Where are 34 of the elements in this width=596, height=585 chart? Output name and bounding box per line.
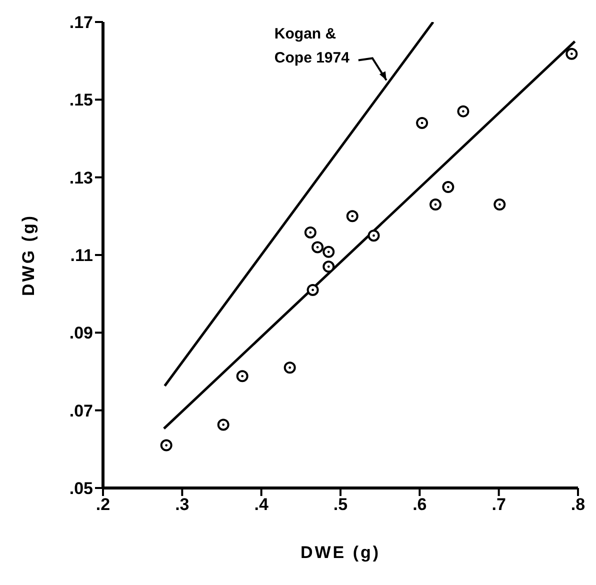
point	[416, 116, 428, 129]
point	[312, 241, 324, 254]
point	[306, 284, 319, 296]
x-tick-label: .2	[96, 495, 110, 514]
annotation: Kogan & Cope 1974	[274, 25, 350, 66]
x-axis-title: DWE (g)	[300, 543, 381, 562]
x-tick-label: .3	[175, 495, 190, 514]
y-tick-label: .05	[69, 479, 93, 498]
x-tick-label: .5	[333, 495, 348, 514]
x-tick-label: .6	[412, 495, 427, 514]
point	[236, 370, 248, 382]
point	[346, 210, 358, 222]
point	[442, 181, 454, 194]
y-tick-label: .15	[69, 90, 93, 110]
x-tick-label: .8	[570, 495, 586, 514]
point	[284, 362, 296, 374]
x-tick-label: .4	[254, 495, 269, 514]
point	[430, 198, 442, 211]
point	[160, 439, 172, 452]
y-tick-label: .09	[69, 324, 93, 343]
point	[457, 105, 470, 118]
x-tick-label: .7	[492, 495, 506, 514]
y-tick-label: .11	[70, 246, 93, 266]
point	[566, 48, 578, 60]
point	[322, 260, 335, 273]
point	[322, 246, 335, 258]
y-axis-title: DWG (g)	[19, 214, 38, 296]
y-tick-label: .17	[69, 13, 93, 32]
point	[368, 230, 380, 242]
y-tick-label: .13	[69, 168, 93, 188]
point	[217, 418, 230, 431]
point	[304, 226, 316, 238]
y-tick-label: .07	[69, 401, 93, 420]
point	[494, 198, 506, 211]
